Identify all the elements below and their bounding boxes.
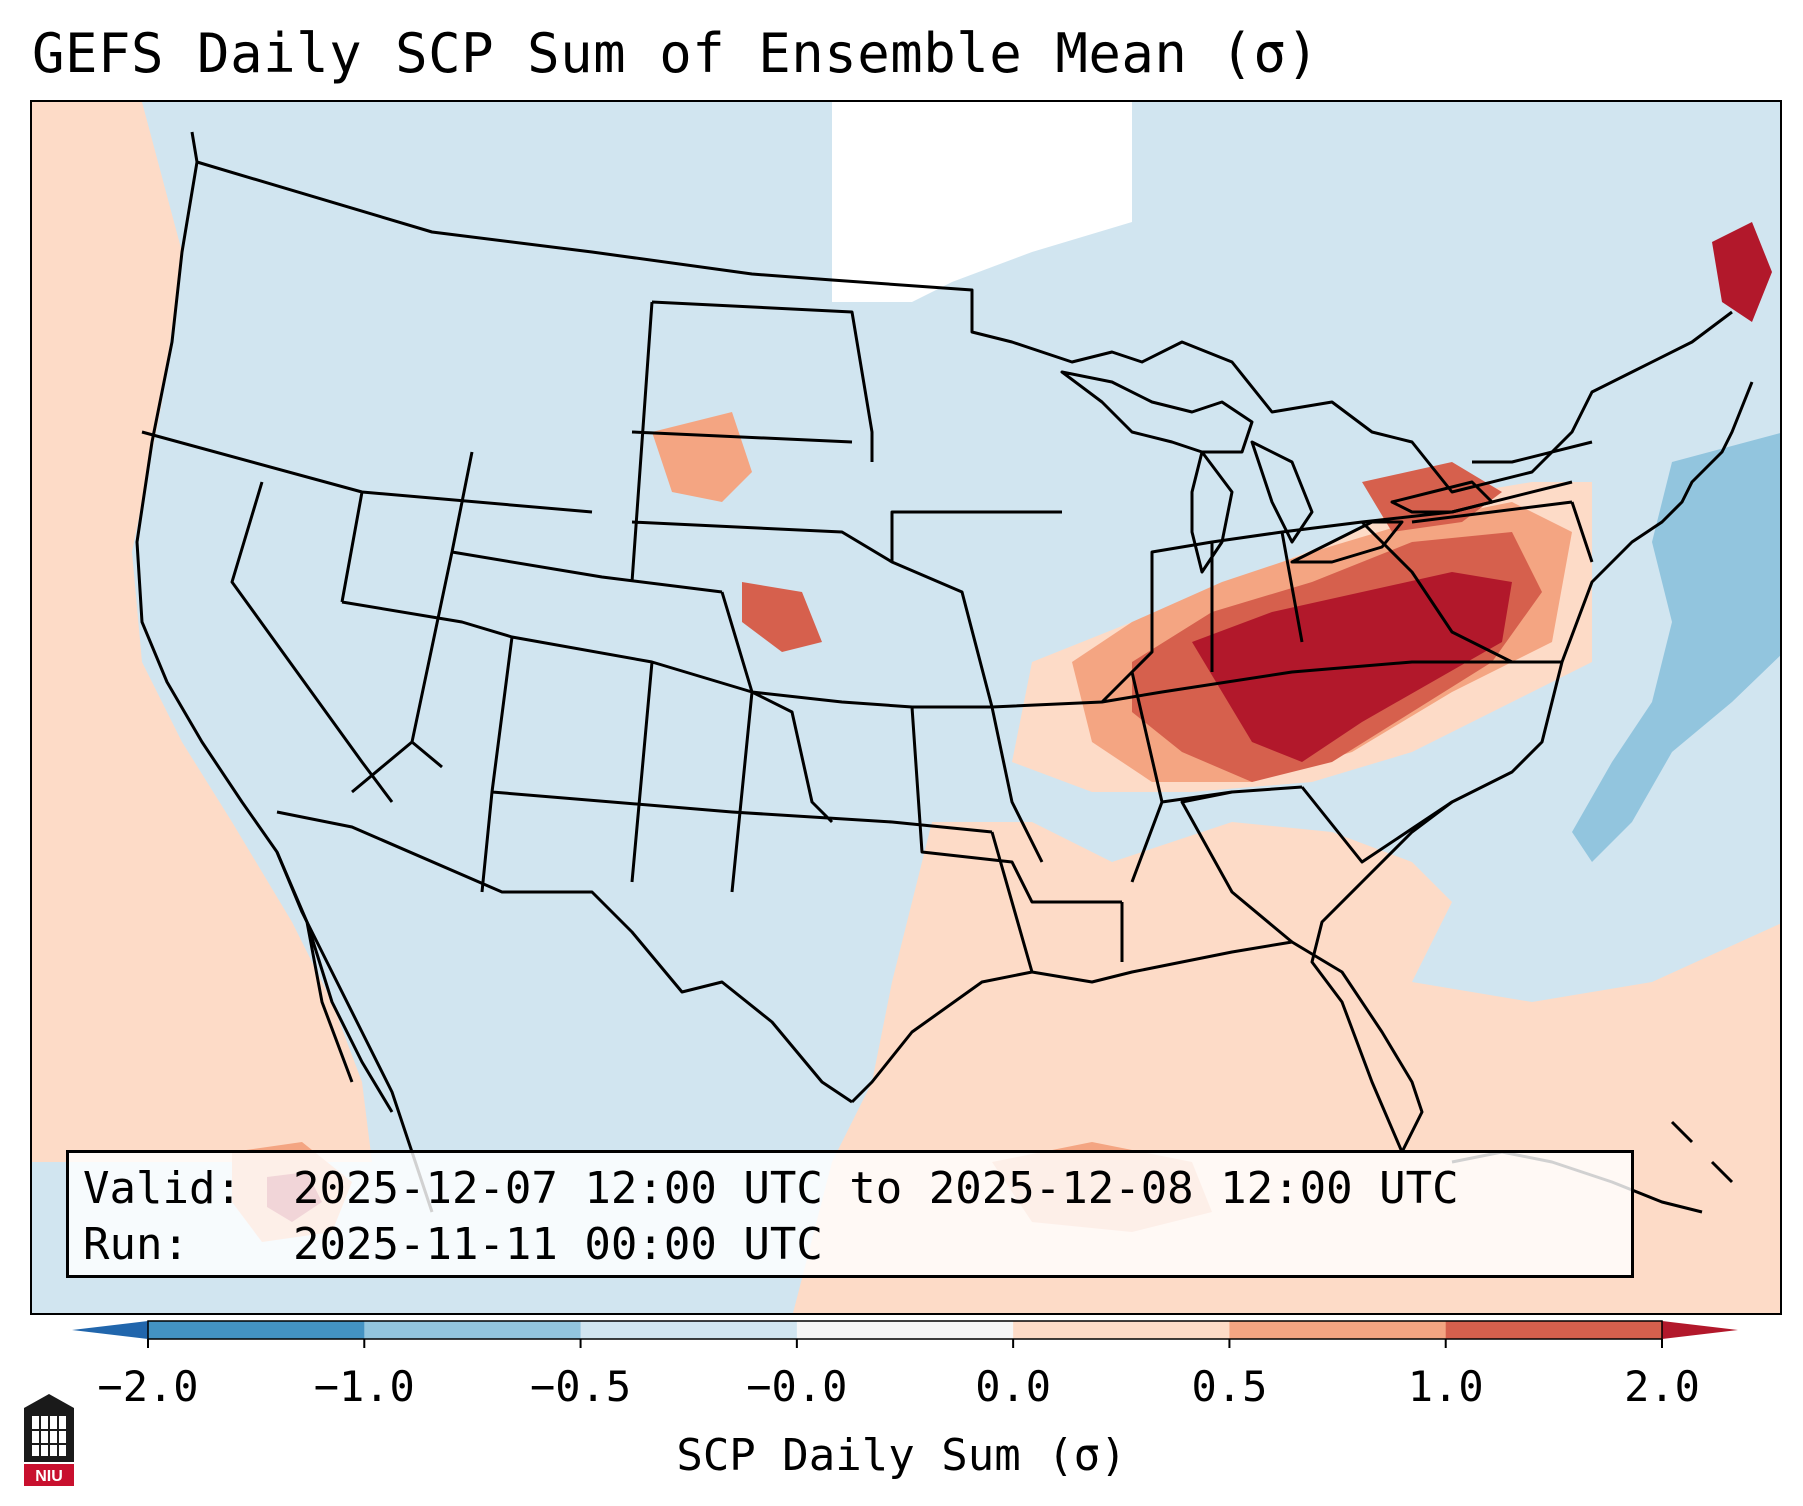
map-panel bbox=[30, 100, 1782, 1315]
us-mexico-border bbox=[276, 810, 853, 1104]
colorbar-tick-label: −2.0 bbox=[97, 1362, 199, 1411]
colorbar-segment bbox=[1013, 1321, 1230, 1339]
pacific-coastline bbox=[135, 161, 434, 1213]
geographic-boundaries bbox=[135, 131, 1754, 1214]
colorbar-tick-label: −0.0 bbox=[746, 1362, 848, 1411]
valid-value: 2025-12-07 12:00 UTC to 2025-12-08 12:00… bbox=[293, 1163, 1459, 1214]
logo-text: NIU bbox=[35, 1468, 63, 1485]
field-region-light-negative bbox=[1572, 433, 1780, 862]
colorbar-over-arrow bbox=[1662, 1321, 1738, 1339]
colorbar-tick-label: 1.0 bbox=[1407, 1362, 1484, 1411]
valid-time-box: Valid: 2025-12-07 12:00 UTC to 2025-12-08… bbox=[66, 1150, 1634, 1278]
colorbar-segments bbox=[148, 1321, 1663, 1339]
colorbar-under-arrow bbox=[72, 1321, 148, 1339]
us-canada-border bbox=[190, 131, 1733, 494]
scp-map bbox=[32, 102, 1780, 1313]
niu-logo: NIU bbox=[24, 1394, 74, 1486]
colorbar-outline bbox=[147, 1320, 1663, 1340]
colorbar-segment bbox=[364, 1321, 582, 1339]
valid-label: Valid: bbox=[83, 1163, 242, 1214]
colorbar-segment bbox=[796, 1321, 1014, 1339]
colorbar-segment bbox=[1229, 1321, 1447, 1339]
colorbar-tick-label: −0.5 bbox=[529, 1362, 632, 1411]
colorbar-ticks bbox=[147, 1339, 1663, 1348]
gulf-coastline bbox=[850, 940, 1424, 1153]
state-lines bbox=[141, 300, 1594, 973]
run-label: Run: bbox=[83, 1219, 189, 1270]
field-region-near-zero bbox=[832, 102, 1132, 302]
colorbar-tick-label: 0.0 bbox=[975, 1362, 1052, 1411]
great-lakes bbox=[1060, 370, 1494, 574]
colorbar-segment bbox=[1445, 1321, 1663, 1339]
colorbar-tick-label: 0.5 bbox=[1191, 1362, 1268, 1411]
baja-coastline bbox=[275, 851, 394, 1113]
colorbar-segment bbox=[580, 1321, 798, 1339]
field-region-extreme-positive bbox=[1712, 222, 1772, 322]
field-region-moderate-positive bbox=[652, 412, 752, 502]
colorbar bbox=[72, 1320, 1738, 1348]
colorbar-tick-label: 2.0 bbox=[1624, 1362, 1700, 1411]
chart-title: GEFS Daily SCP Sum of Ensemble Mean (σ) bbox=[32, 22, 1320, 85]
field-region-light-positive bbox=[32, 102, 372, 1162]
colorbar-label: SCP Daily Sum (σ) bbox=[676, 1430, 1127, 1481]
atlantic-coastline bbox=[1310, 381, 1754, 1153]
colorbar-segment bbox=[148, 1321, 365, 1339]
field-region-strong-positive bbox=[742, 582, 822, 652]
run-value: 2025-11-11 00:00 UTC bbox=[293, 1219, 823, 1270]
colorbar-tick-label: −1.0 bbox=[313, 1362, 415, 1411]
